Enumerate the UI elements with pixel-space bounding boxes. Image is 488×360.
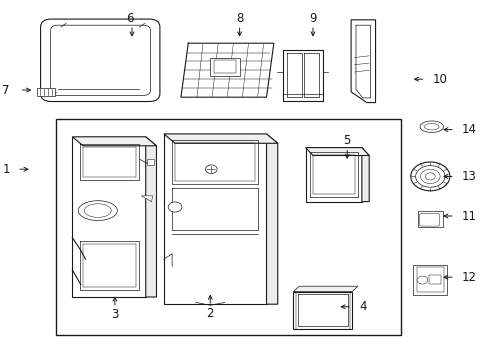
Polygon shape (56, 119, 400, 335)
Polygon shape (417, 211, 442, 227)
Text: 10: 10 (432, 73, 447, 86)
Ellipse shape (78, 201, 117, 220)
Text: 11: 11 (461, 210, 476, 222)
Circle shape (425, 173, 434, 180)
Polygon shape (293, 286, 357, 292)
Polygon shape (142, 196, 152, 202)
Polygon shape (361, 148, 368, 202)
Text: 6: 6 (125, 12, 133, 24)
Polygon shape (72, 137, 145, 297)
Text: 8: 8 (235, 12, 243, 24)
Polygon shape (293, 292, 351, 329)
Polygon shape (37, 88, 55, 96)
Text: 2: 2 (206, 307, 214, 320)
Circle shape (205, 165, 217, 174)
Text: 1: 1 (2, 163, 10, 176)
Polygon shape (305, 148, 361, 202)
Polygon shape (210, 58, 239, 76)
Polygon shape (266, 134, 277, 304)
Text: 14: 14 (461, 123, 476, 136)
Circle shape (168, 202, 182, 212)
Bar (428, 275, 440, 284)
Text: 3: 3 (111, 309, 119, 321)
Circle shape (416, 276, 427, 284)
Polygon shape (145, 137, 156, 297)
Text: 4: 4 (359, 300, 366, 313)
Polygon shape (146, 159, 154, 165)
Polygon shape (72, 137, 156, 146)
FancyBboxPatch shape (41, 19, 160, 102)
Text: 9: 9 (308, 12, 316, 24)
Polygon shape (305, 148, 368, 156)
Circle shape (415, 166, 444, 187)
Polygon shape (163, 134, 277, 143)
Circle shape (410, 162, 449, 191)
Circle shape (420, 169, 439, 184)
Polygon shape (213, 60, 236, 73)
Text: 7: 7 (2, 84, 10, 96)
Polygon shape (412, 265, 447, 295)
Text: 13: 13 (461, 170, 476, 183)
Ellipse shape (419, 121, 443, 132)
Ellipse shape (424, 123, 438, 130)
Text: 12: 12 (461, 271, 476, 284)
FancyBboxPatch shape (419, 213, 439, 226)
Polygon shape (350, 20, 375, 103)
Ellipse shape (84, 204, 111, 217)
Polygon shape (163, 134, 266, 304)
Text: 5: 5 (343, 134, 350, 147)
